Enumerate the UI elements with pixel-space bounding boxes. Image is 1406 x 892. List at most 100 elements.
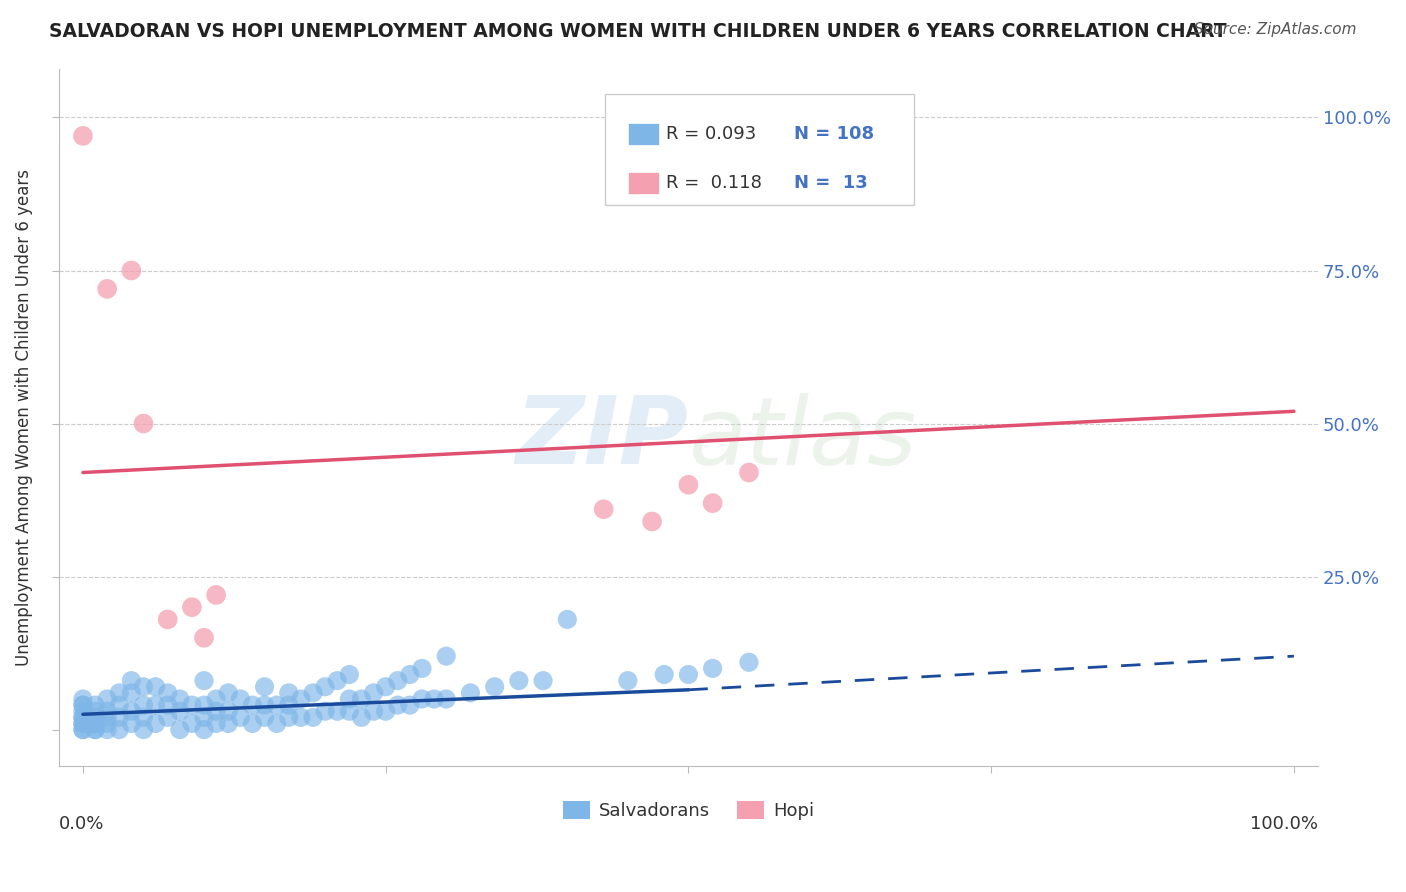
Text: N = 108: N = 108 (794, 125, 875, 143)
Point (434, 649, 457, 664)
Point (363, 686, 385, 700)
Point (217, 686, 239, 700)
Point (72, 723, 94, 737)
Point (508, 673, 530, 688)
Point (72, 704, 94, 718)
Point (253, 698, 276, 712)
Point (399, 698, 422, 712)
Text: SALVADORAN VS HOPI UNEMPLOYMENT AMONG WOMEN WITH CHILDREN UNDER 6 YEARS CORRELAT: SALVADORAN VS HOPI UNEMPLOYMENT AMONG WO… (49, 22, 1227, 41)
Point (169, 704, 191, 718)
Point (253, 710, 276, 724)
Point (84, 716, 107, 731)
Point (702, 496, 724, 510)
Legend: Salvadorans, Hopi: Salvadorans, Hopi (555, 793, 821, 827)
Point (132, 710, 155, 724)
Point (205, 716, 228, 731)
Point (108, 710, 131, 724)
Point (337, 692, 360, 706)
Point (156, 686, 179, 700)
Point (641, 515, 664, 529)
Y-axis label: Unemployment Among Women with Children Under 6 years: Unemployment Among Women with Children U… (15, 169, 32, 666)
Point (617, 673, 640, 688)
Point (145, 716, 167, 731)
Text: R = 0.093: R = 0.093 (666, 125, 756, 143)
Point (193, 723, 215, 737)
Point (132, 680, 155, 694)
Text: ZIP: ZIP (516, 392, 689, 484)
Text: R =  0.118: R = 0.118 (666, 174, 762, 192)
Point (738, 466, 761, 480)
Text: Source: ZipAtlas.com: Source: ZipAtlas.com (1194, 22, 1357, 37)
Point (120, 716, 142, 731)
Point (738, 655, 761, 669)
Point (363, 704, 385, 718)
Point (399, 667, 422, 681)
Point (120, 673, 142, 688)
Point (411, 661, 433, 675)
Point (156, 698, 179, 712)
Point (326, 673, 349, 688)
Point (205, 704, 228, 718)
Point (702, 661, 724, 675)
Point (145, 698, 167, 712)
Point (193, 631, 215, 645)
Point (169, 723, 191, 737)
Point (314, 704, 336, 718)
Point (156, 612, 179, 626)
Point (337, 704, 360, 718)
Point (337, 667, 360, 681)
Point (266, 698, 288, 712)
Point (678, 477, 700, 491)
Point (460, 686, 482, 700)
Point (302, 686, 325, 700)
Text: N =  13: N = 13 (794, 174, 868, 192)
Point (423, 692, 446, 706)
Point (253, 680, 276, 694)
Point (96, 704, 118, 718)
Point (217, 716, 239, 731)
Point (678, 667, 700, 681)
Point (592, 502, 614, 516)
Point (229, 692, 252, 706)
Point (72, 716, 94, 731)
Point (277, 710, 299, 724)
Point (84, 710, 107, 724)
Point (96, 692, 118, 706)
Point (72, 710, 94, 724)
Point (531, 673, 554, 688)
Point (132, 698, 155, 712)
Point (132, 723, 155, 737)
Point (84, 723, 107, 737)
Point (350, 710, 373, 724)
Point (96, 710, 118, 724)
Point (326, 704, 349, 718)
Point (180, 600, 202, 615)
Point (290, 692, 312, 706)
Point (156, 710, 179, 724)
Point (180, 698, 202, 712)
Point (72, 710, 94, 724)
Point (277, 686, 299, 700)
Point (387, 698, 409, 712)
Point (84, 723, 107, 737)
Text: atlas: atlas (689, 392, 917, 483)
Point (108, 686, 131, 700)
Point (302, 710, 325, 724)
Point (108, 723, 131, 737)
Point (72, 692, 94, 706)
Point (277, 698, 299, 712)
Point (314, 680, 336, 694)
Point (72, 716, 94, 731)
Point (350, 692, 373, 706)
Point (84, 716, 107, 731)
Point (96, 282, 118, 296)
Point (205, 692, 228, 706)
Point (120, 704, 142, 718)
Point (434, 692, 457, 706)
Point (205, 588, 228, 602)
Point (169, 692, 191, 706)
Point (72, 128, 94, 143)
Point (193, 698, 215, 712)
Point (555, 612, 578, 626)
Point (180, 716, 202, 731)
